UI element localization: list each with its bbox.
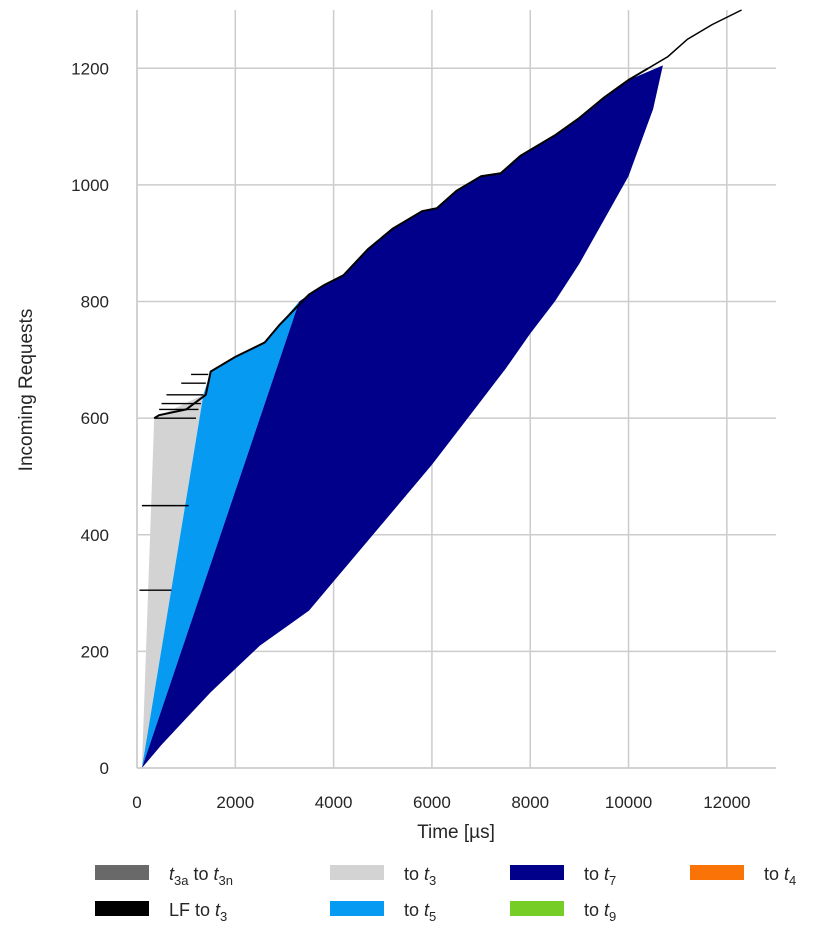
lf-edge — [153, 67, 649, 420]
legend-item-to-t9: to t9 — [510, 900, 616, 924]
y-axis-label: Incoming Requests — [16, 309, 37, 472]
legend-item-to-t4: to t4 — [690, 864, 796, 888]
legend-swatch — [330, 865, 384, 880]
tail-line — [647, 9, 742, 69]
legend-swatch — [95, 865, 149, 880]
legend-label: to t3 — [404, 864, 436, 888]
legend-swatch — [510, 865, 564, 880]
legend-swatch — [510, 901, 564, 916]
legend: t3a to t3n to t3 to t7 to t4 LF to t3 to t5 to… — [95, 864, 796, 924]
legend-label: t3a to t3n — [169, 864, 233, 888]
y-tick-label-600: 600 — [81, 409, 109, 428]
legend-swatch — [95, 901, 149, 916]
legend-label: LF to t3 — [169, 900, 227, 924]
series-areas — [141, 9, 742, 768]
x-tick-labels: 0 2000 4000 6000 8000 10000 12000 — [132, 793, 750, 812]
x-tick-label-0: 0 — [132, 793, 141, 812]
x-tick-label-10000: 10000 — [605, 793, 652, 812]
legend-label: to t7 — [584, 864, 616, 888]
y-tick-label-400: 400 — [81, 526, 109, 545]
x-axis-label: Time [µs] — [417, 822, 495, 843]
legend-item-to-t7: to t7 — [510, 864, 616, 888]
legend-item-LF-to-t3: LF to t3 — [95, 900, 227, 924]
y-tick-label-0: 0 — [100, 759, 109, 778]
y-tick-label-200: 200 — [81, 642, 109, 661]
y-tick-label-1000: 1000 — [71, 176, 109, 195]
legend-item-to-t5: to t5 — [330, 900, 436, 924]
legend-label: to t4 — [764, 864, 796, 888]
legend-swatch — [330, 901, 384, 916]
x-tick-label-12000: 12000 — [703, 793, 750, 812]
legend-label: to t9 — [584, 900, 616, 924]
y-tick-labels: 0 200 400 600 800 1000 1200 — [71, 59, 109, 778]
legend-item-to-t3: to t3 — [330, 864, 436, 888]
legend-swatch — [690, 865, 744, 880]
x-tick-label-8000: 8000 — [511, 793, 549, 812]
area-to-t3 — [141, 394, 204, 768]
y-tick-label-1200: 1200 — [71, 59, 109, 78]
legend-label: to t5 — [404, 900, 436, 924]
x-tick-label-4000: 4000 — [315, 793, 353, 812]
lf-lines — [139, 67, 649, 591]
y-tick-label-800: 800 — [81, 293, 109, 312]
x-tick-label-6000: 6000 — [413, 793, 451, 812]
legend-item-t3a-to-t3n: t3a to t3n — [95, 864, 233, 888]
area-to-t7 — [141, 65, 663, 768]
x-tick-label-2000: 2000 — [216, 793, 254, 812]
